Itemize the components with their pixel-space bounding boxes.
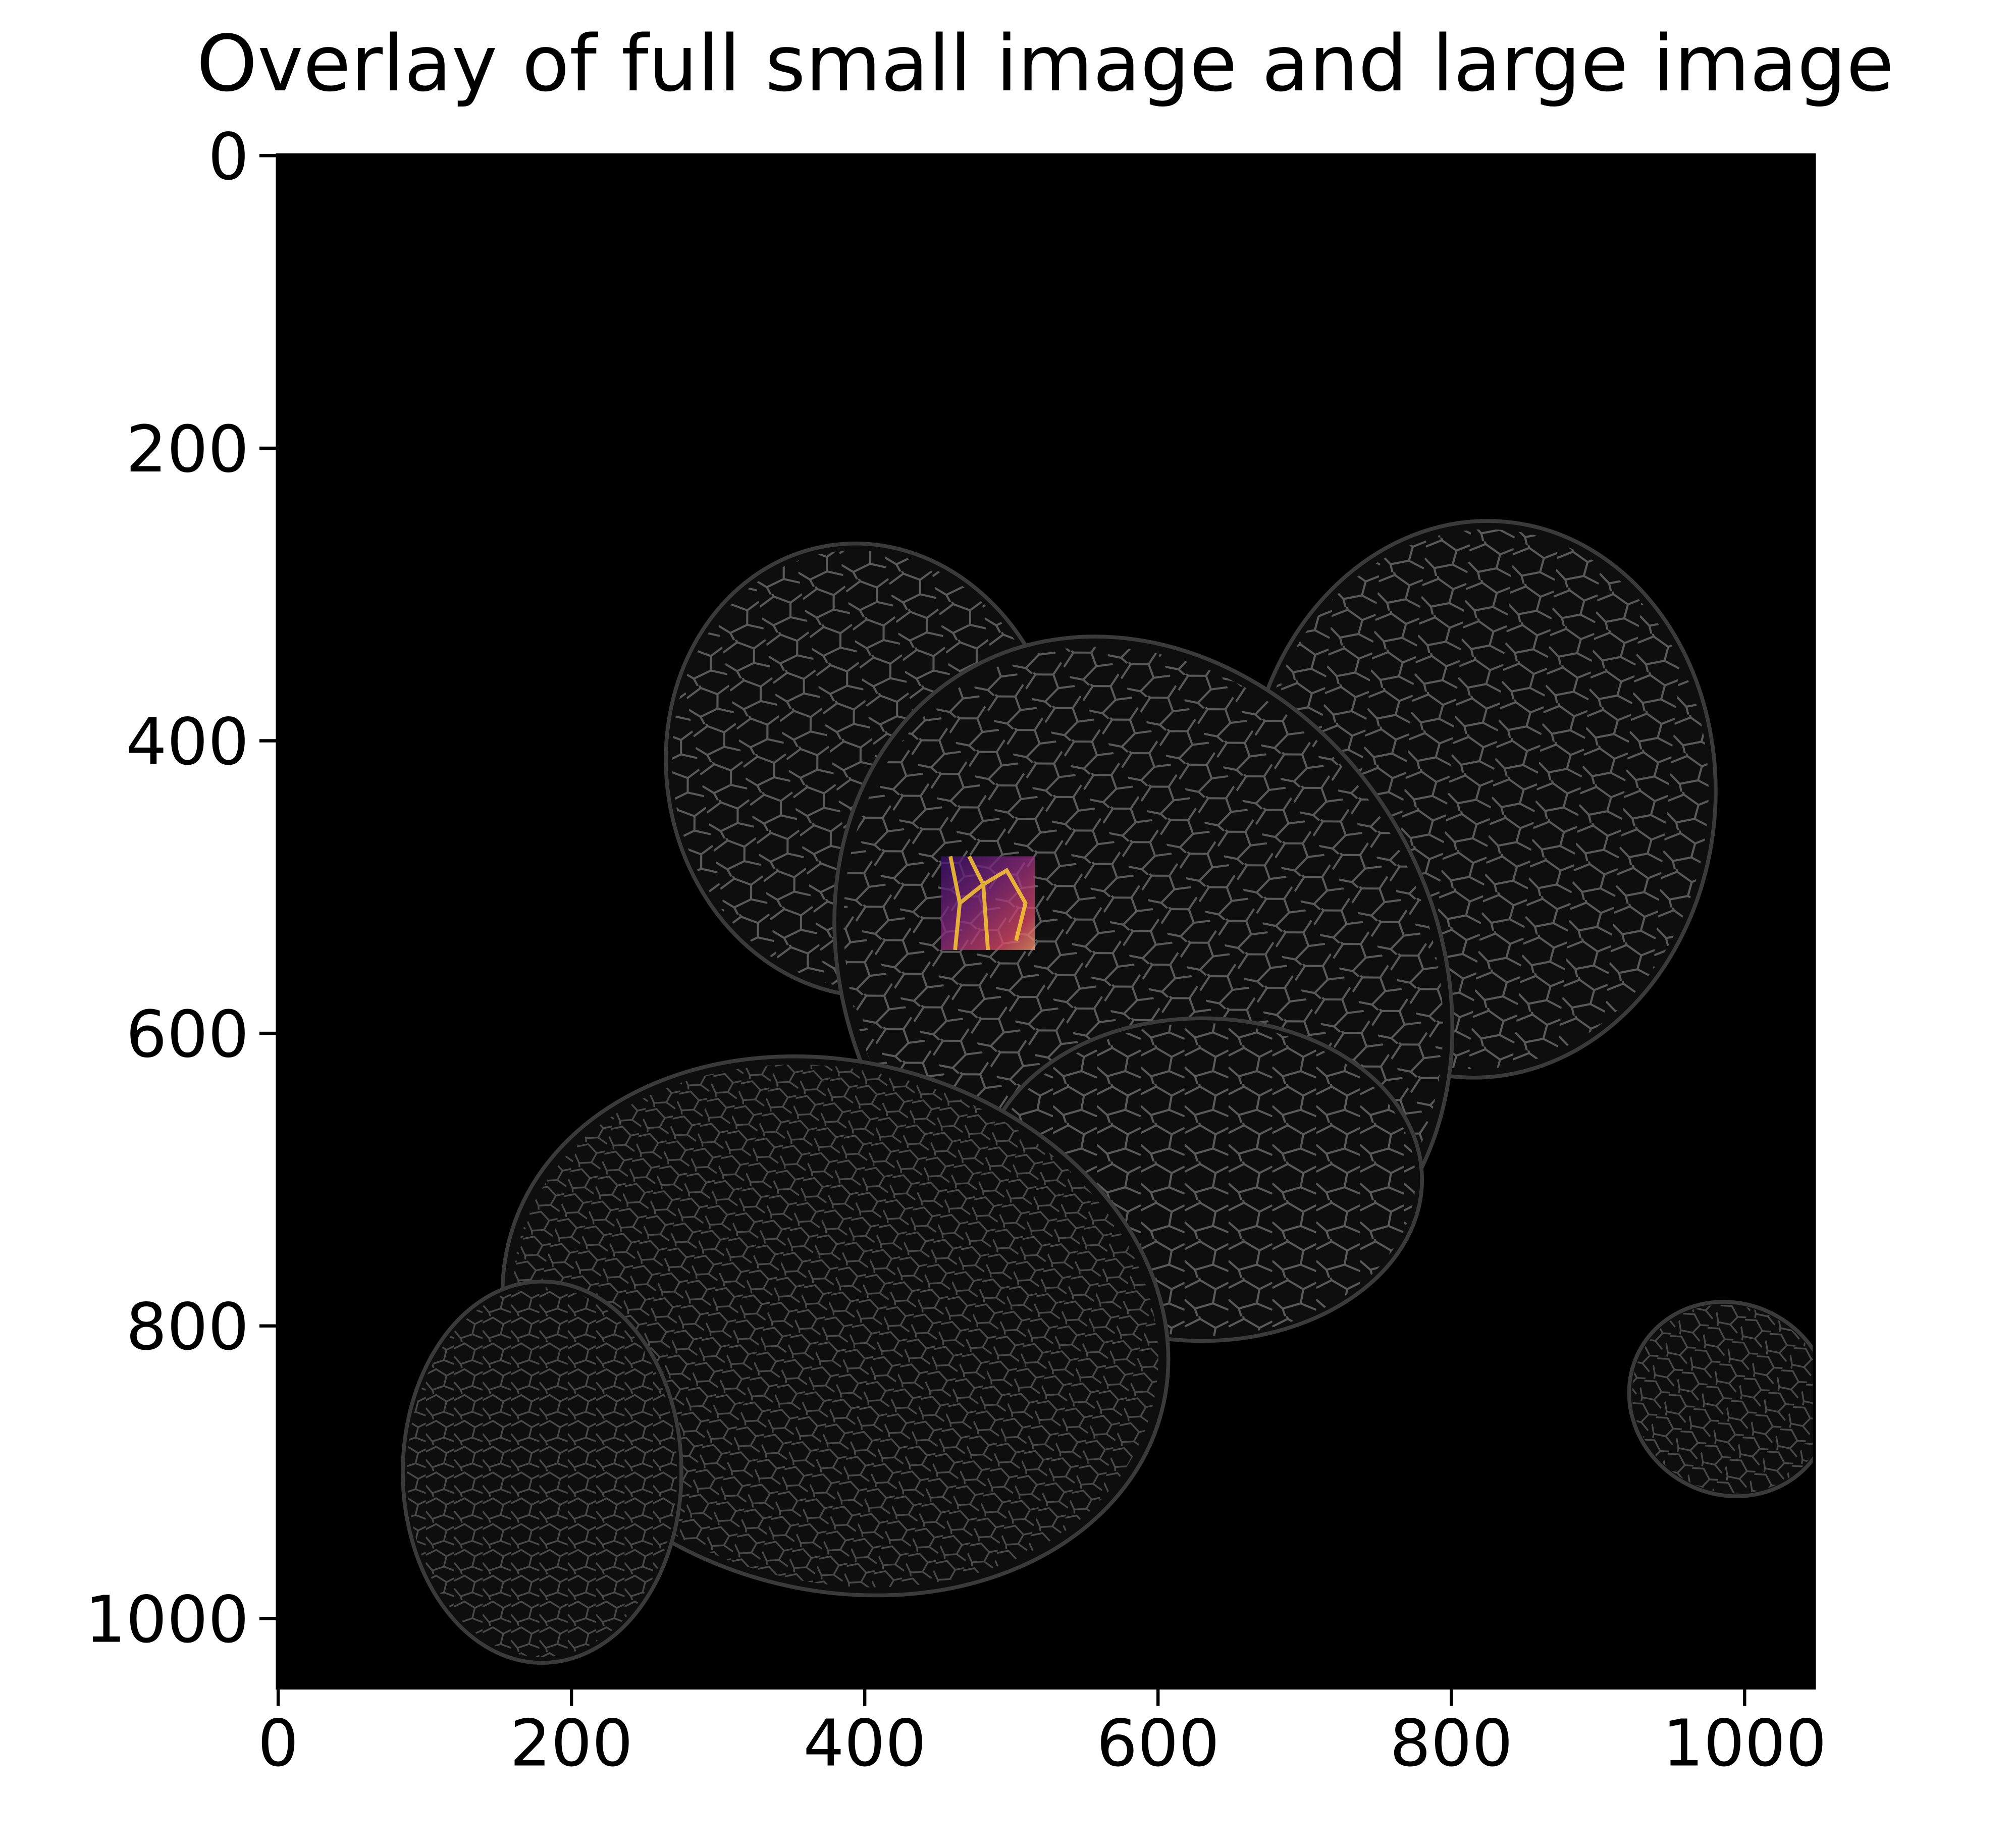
x-tick-label: 600	[1096, 1706, 1220, 1781]
x-tick-label: 400	[803, 1706, 926, 1781]
x-tick-label: 800	[1390, 1706, 1513, 1781]
specimen-cells	[1632, 1304, 1815, 1494]
y-tick-label: 600	[126, 997, 249, 1072]
axes-frame	[276, 153, 1816, 1690]
y-tick-label: 0	[208, 119, 249, 194]
chart-title: Overlay of full small image and large im…	[196, 19, 1894, 109]
x-tick-label: 0	[257, 1706, 298, 1781]
overlay-cells	[948, 855, 1028, 951]
y-tick-label: 1000	[85, 1582, 249, 1657]
specimen-cells	[407, 1287, 677, 1657]
x-tick-label: 200	[510, 1706, 633, 1781]
y-tick-label: 800	[126, 1290, 249, 1365]
plot-area	[277, 154, 1815, 1688]
y-tick-label: 400	[126, 705, 249, 780]
x-tick-label: 1000	[1663, 1706, 1827, 1781]
y-tick-label: 200	[126, 412, 249, 487]
